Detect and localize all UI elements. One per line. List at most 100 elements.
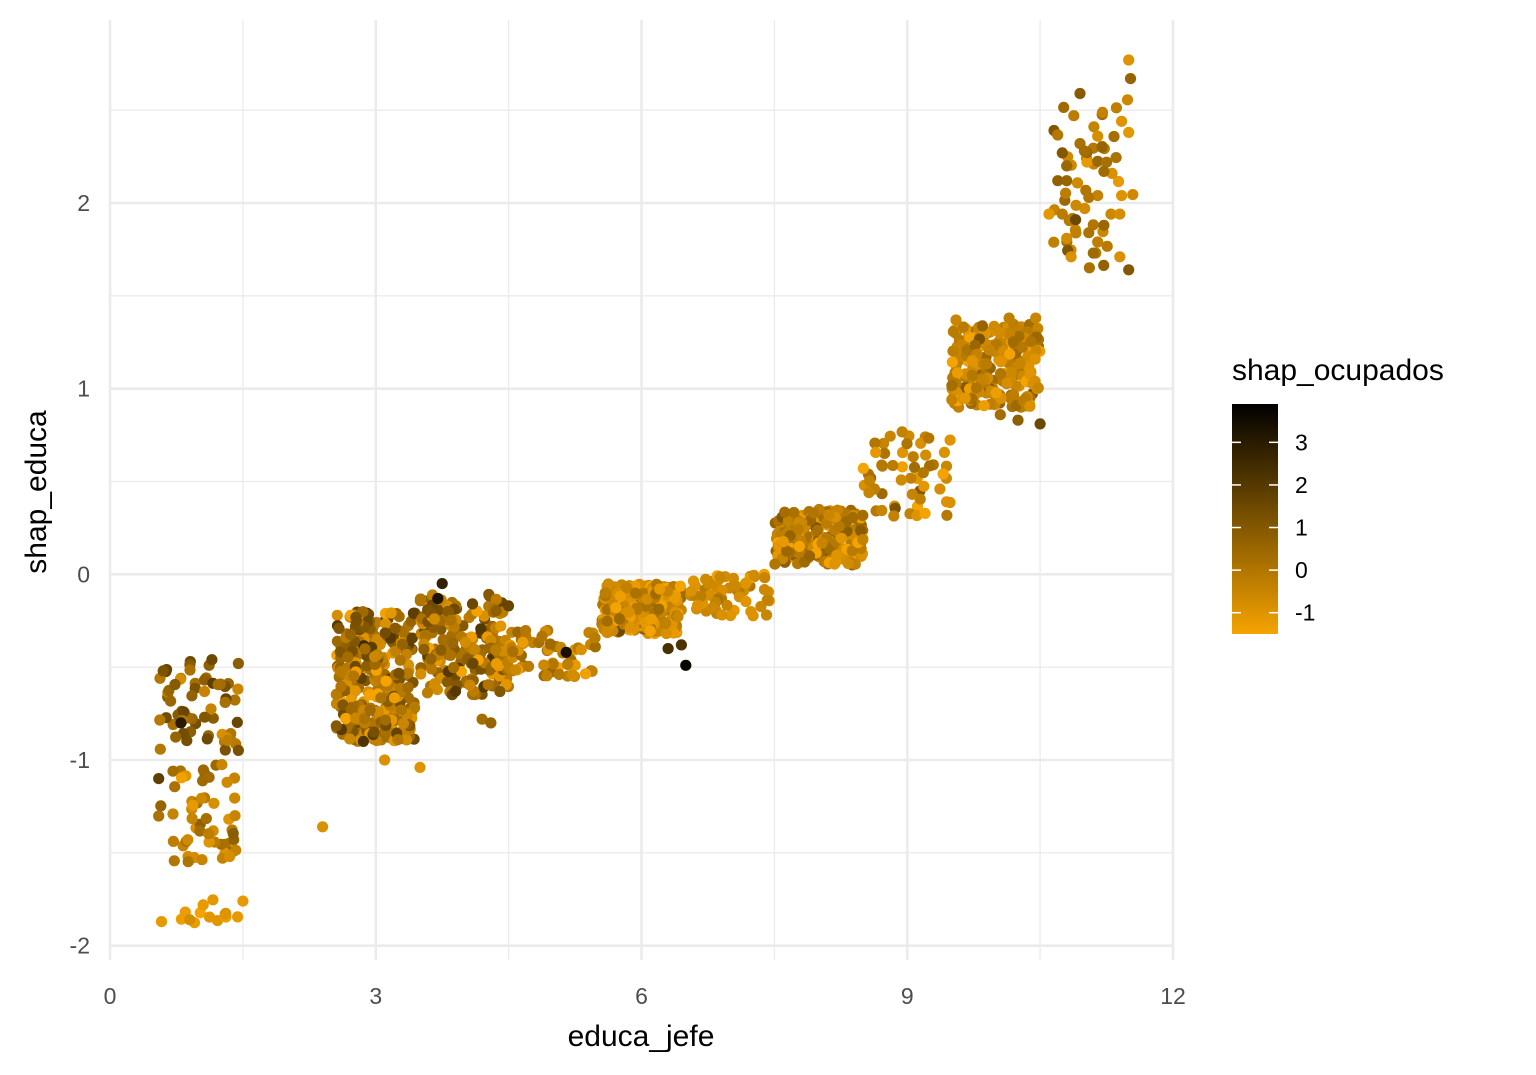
data-point	[1061, 232, 1073, 244]
data-point	[950, 314, 962, 326]
data-point	[760, 609, 773, 621]
x-tick-label: 0	[104, 983, 117, 1009]
data-point	[538, 659, 550, 671]
data-point	[345, 704, 357, 716]
data-point	[1071, 177, 1084, 189]
data-point	[879, 447, 891, 459]
data-point	[155, 916, 168, 928]
data-point	[919, 507, 931, 519]
data-point	[847, 511, 859, 524]
data-point	[1008, 389, 1020, 401]
data-point	[897, 446, 909, 459]
data-point	[1092, 236, 1104, 248]
data-point	[169, 678, 181, 691]
data-point	[1056, 147, 1068, 159]
data-point	[1096, 106, 1109, 118]
data-point	[232, 657, 244, 670]
data-point	[536, 630, 548, 643]
data-point	[782, 515, 795, 527]
data-point	[901, 438, 913, 450]
data-point	[828, 558, 841, 570]
data-point	[232, 911, 244, 923]
data-point	[393, 667, 405, 679]
data-point	[1029, 353, 1041, 365]
y-tick-label: -2	[70, 933, 90, 959]
data-point	[415, 593, 427, 605]
data-point	[203, 836, 215, 848]
x-axis-tick-labels: 0 3 6 9 12	[104, 983, 1186, 1009]
data-point	[402, 667, 414, 679]
data-point	[947, 345, 959, 357]
data-point	[944, 434, 956, 446]
data-point	[229, 792, 241, 804]
data-point	[541, 670, 553, 682]
data-point	[364, 689, 376, 701]
data-point	[402, 681, 414, 694]
data-point	[1092, 190, 1104, 202]
data-point	[759, 572, 771, 584]
data-point	[857, 534, 869, 546]
data-point	[957, 321, 969, 333]
legend-tick-label: -1	[1295, 600, 1315, 626]
data-point	[662, 643, 674, 655]
data-point	[1101, 156, 1113, 168]
data-point	[959, 392, 971, 404]
data-point	[464, 679, 476, 691]
data-point	[1034, 418, 1046, 430]
data-point	[641, 593, 653, 605]
data-point	[401, 734, 413, 746]
data-point	[182, 856, 194, 868]
data-point	[459, 636, 471, 648]
data-point	[579, 668, 592, 680]
data-point	[335, 666, 347, 678]
data-point	[1032, 322, 1044, 335]
data-point	[364, 704, 376, 716]
data-point	[769, 558, 781, 570]
data-point	[203, 771, 215, 783]
data-point	[937, 468, 949, 480]
data-point	[562, 658, 574, 670]
data-point	[184, 914, 196, 926]
data-point	[685, 585, 698, 597]
data-point	[1116, 115, 1128, 127]
data-point	[601, 615, 613, 627]
data-point	[1070, 199, 1082, 211]
data-point	[167, 808, 179, 820]
data-point	[923, 432, 935, 444]
data-point	[793, 540, 806, 553]
data-point	[863, 487, 875, 499]
data-point	[1083, 262, 1095, 274]
data-point	[331, 609, 343, 621]
y-tick-label: 2	[77, 190, 90, 216]
data-point	[610, 602, 622, 614]
data-point	[379, 714, 391, 726]
data-point	[212, 679, 224, 691]
data-point	[644, 625, 656, 637]
data-point	[877, 437, 890, 450]
legend-colorbar	[1232, 404, 1278, 634]
data-point	[1108, 130, 1120, 143]
data-point	[917, 467, 929, 479]
data-point	[490, 593, 502, 606]
data-point	[447, 637, 459, 649]
data-point	[599, 587, 611, 599]
data-point	[237, 895, 249, 907]
data-point	[344, 733, 356, 745]
data-point	[1024, 400, 1036, 412]
data-point	[1081, 156, 1093, 168]
data-point	[523, 660, 535, 673]
data-point	[201, 733, 213, 745]
data-point	[421, 687, 434, 699]
data-point	[1025, 336, 1037, 348]
legend-tick-label: 3	[1295, 429, 1308, 455]
data-point	[425, 663, 438, 675]
data-point	[330, 720, 342, 732]
data-point	[777, 536, 789, 548]
data-point	[823, 509, 835, 521]
data-point	[153, 810, 165, 822]
data-point	[1074, 87, 1086, 100]
data-point	[1123, 264, 1135, 276]
data-point	[379, 754, 391, 766]
data-point	[654, 583, 666, 595]
